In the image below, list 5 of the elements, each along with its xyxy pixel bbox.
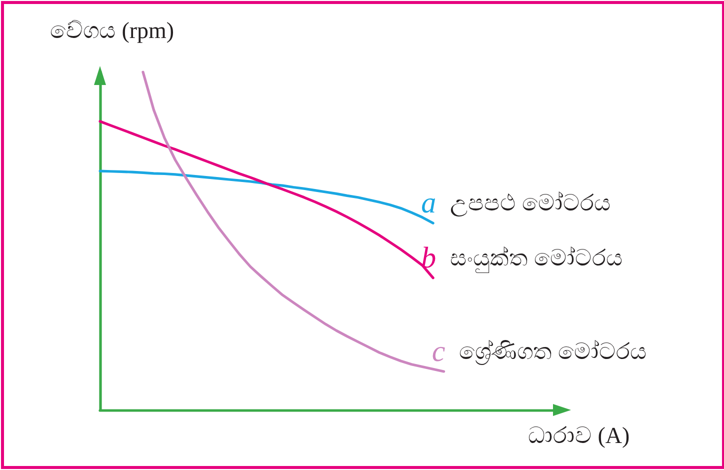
x-axis-title: ධාරාව (A) bbox=[528, 423, 630, 448]
series-label: b සංයුක්ත මෝටරය bbox=[421, 241, 623, 274]
series-label: c ශ්‍රේණිගත මෝටරය bbox=[432, 334, 647, 368]
y-axis-title: වේගය (rpm) bbox=[50, 18, 174, 43]
series-label: a උපපථ මෝටරය bbox=[421, 186, 611, 220]
